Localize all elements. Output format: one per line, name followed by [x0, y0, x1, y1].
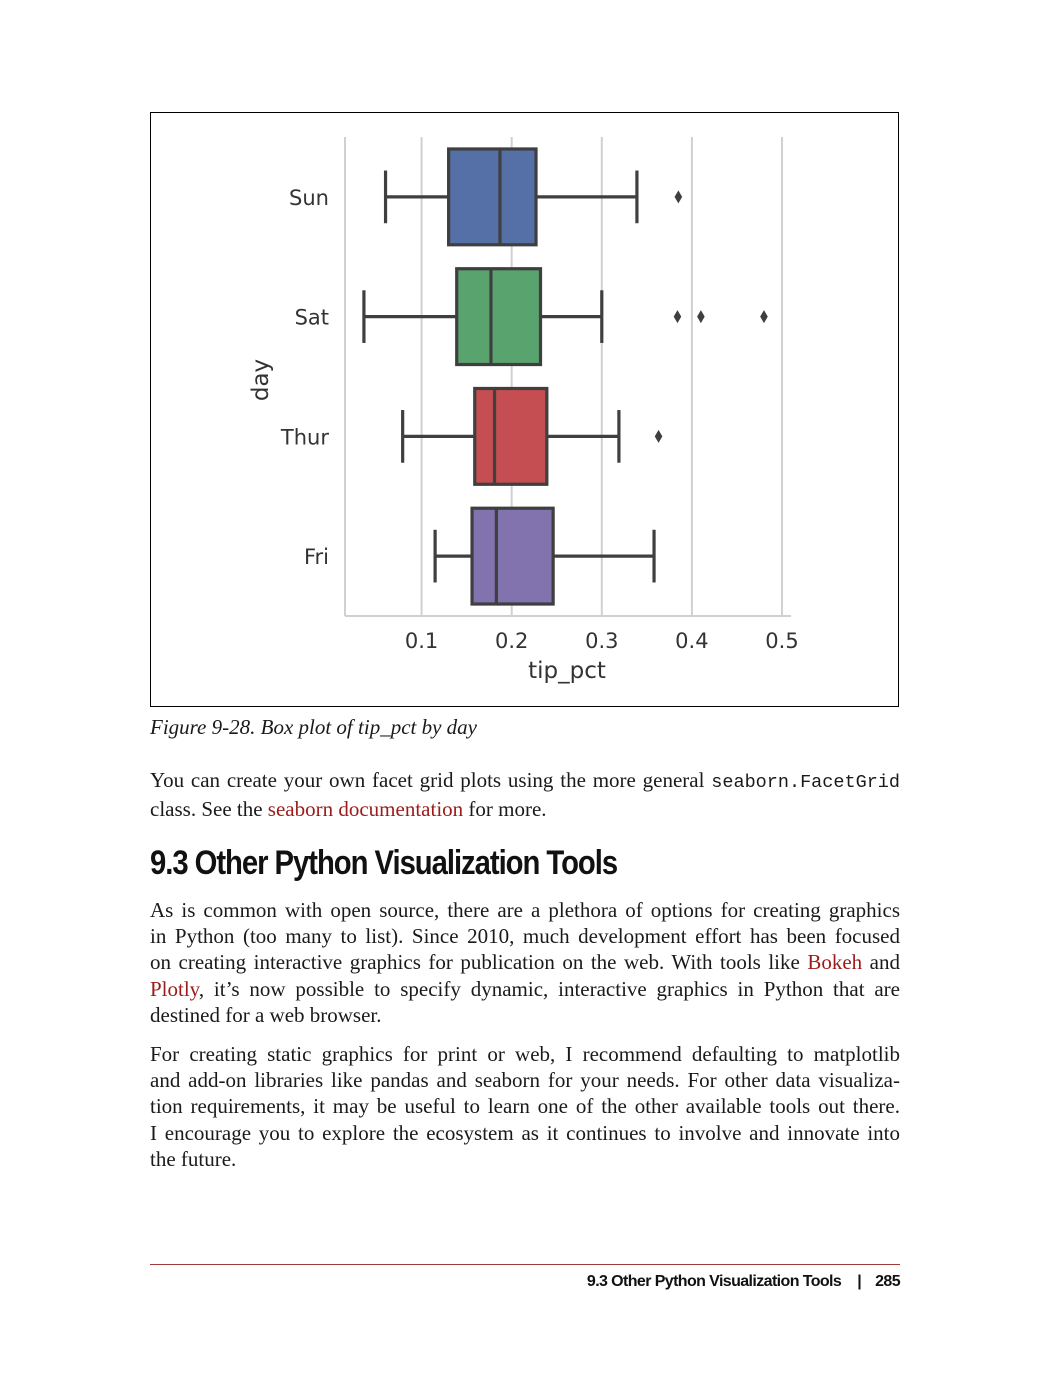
x-tick-label: 0.4	[675, 629, 708, 653]
figure-caption: Figure 9-28. Box plot of tip_pct by day	[150, 715, 477, 739]
x-axis-label: tip_pct	[528, 658, 606, 684]
outlier-point	[760, 310, 768, 324]
text-line: For creating static graphics for print o…	[150, 1042, 900, 1066]
labels: tip_pct day 0.1 0.2 0.3 0.4 0.5 Sun Sat Thur Fri	[248, 186, 799, 684]
footer-separator: |	[857, 1273, 862, 1290]
footer-section-title: 9.3 Other Python Visualization Tools	[586, 1273, 842, 1290]
footer-rule	[150, 1264, 900, 1265]
text-line: tion requirements, it may be useful to l…	[150, 1094, 900, 1119]
x-tick-label: 0.1	[405, 629, 438, 653]
text-line: in Python (too many to list). Since 2010…	[150, 924, 900, 949]
paragraph-facetgrid: You can create your own facet grid plots…	[150, 767, 900, 822]
outlier-point	[674, 190, 683, 204]
y-tick-label: Thur	[280, 425, 329, 449]
outlier-point	[654, 429, 663, 443]
y-axis-label: day	[248, 359, 274, 401]
text-line: I encourage you to explore the ecosystem…	[150, 1120, 900, 1145]
boxes	[362, 147, 768, 606]
page-number: 285	[875, 1273, 901, 1290]
boxplot-chart: tip_pct day 0.1 0.2 0.3 0.4 0.5 Sun Sat Thur Fri	[248, 137, 799, 684]
outlier-point	[697, 310, 705, 324]
text-run: You can create your own facet grid plots…	[150, 768, 705, 792]
box-sat	[455, 267, 543, 367]
x-tick-label: 0.3	[585, 629, 618, 653]
box-thur	[473, 386, 549, 486]
text-line: the future.	[150, 1146, 237, 1171]
text-run: and	[869, 950, 900, 975]
link-seaborn-documentation[interactable]: seaborn documentation	[267, 797, 464, 822]
text-line: destined for a web browser.	[150, 1002, 382, 1027]
text-run: on creating interactive graphics for pub…	[150, 950, 800, 975]
paragraph-other-tools: As is common with open source, there are…	[150, 897, 900, 1028]
y-tick-label: Sun	[289, 186, 329, 210]
text-line: As is common with open source, there are…	[150, 898, 900, 922]
page-footer: 9.3 Other Python Visualization Tools | 285	[586, 1270, 901, 1294]
paragraph-recommendation: For creating static graphics for print o…	[150, 1041, 900, 1172]
figure-frame: tip_pct day 0.1 0.2 0.3 0.4 0.5 Sun Sat Thur Fri	[150, 112, 899, 707]
text-run: for more.	[468, 797, 547, 822]
x-tick-label: 0.5	[765, 629, 798, 653]
box-fri	[470, 506, 555, 606]
link-plotly[interactable]: Plotly	[150, 976, 199, 1001]
section-heading: 9.3 Other Python Visualization Tools	[150, 844, 618, 882]
text-run: , it’s now possible to specify dynamic, …	[198, 976, 900, 1001]
text-line: and add-on libraries like pandas and sea…	[150, 1068, 900, 1093]
y-tick-label: Fri	[304, 545, 329, 569]
x-tick-label: 0.2	[495, 629, 528, 653]
code-facetgrid: seaborn.FacetGrid	[711, 772, 900, 793]
link-bokeh[interactable]: Bokeh	[807, 950, 863, 975]
outlier-point	[673, 310, 682, 324]
box-sun	[447, 147, 538, 247]
y-tick-label: Sat	[295, 306, 329, 330]
axes	[344, 137, 791, 617]
text-run: class. See the	[150, 797, 263, 822]
